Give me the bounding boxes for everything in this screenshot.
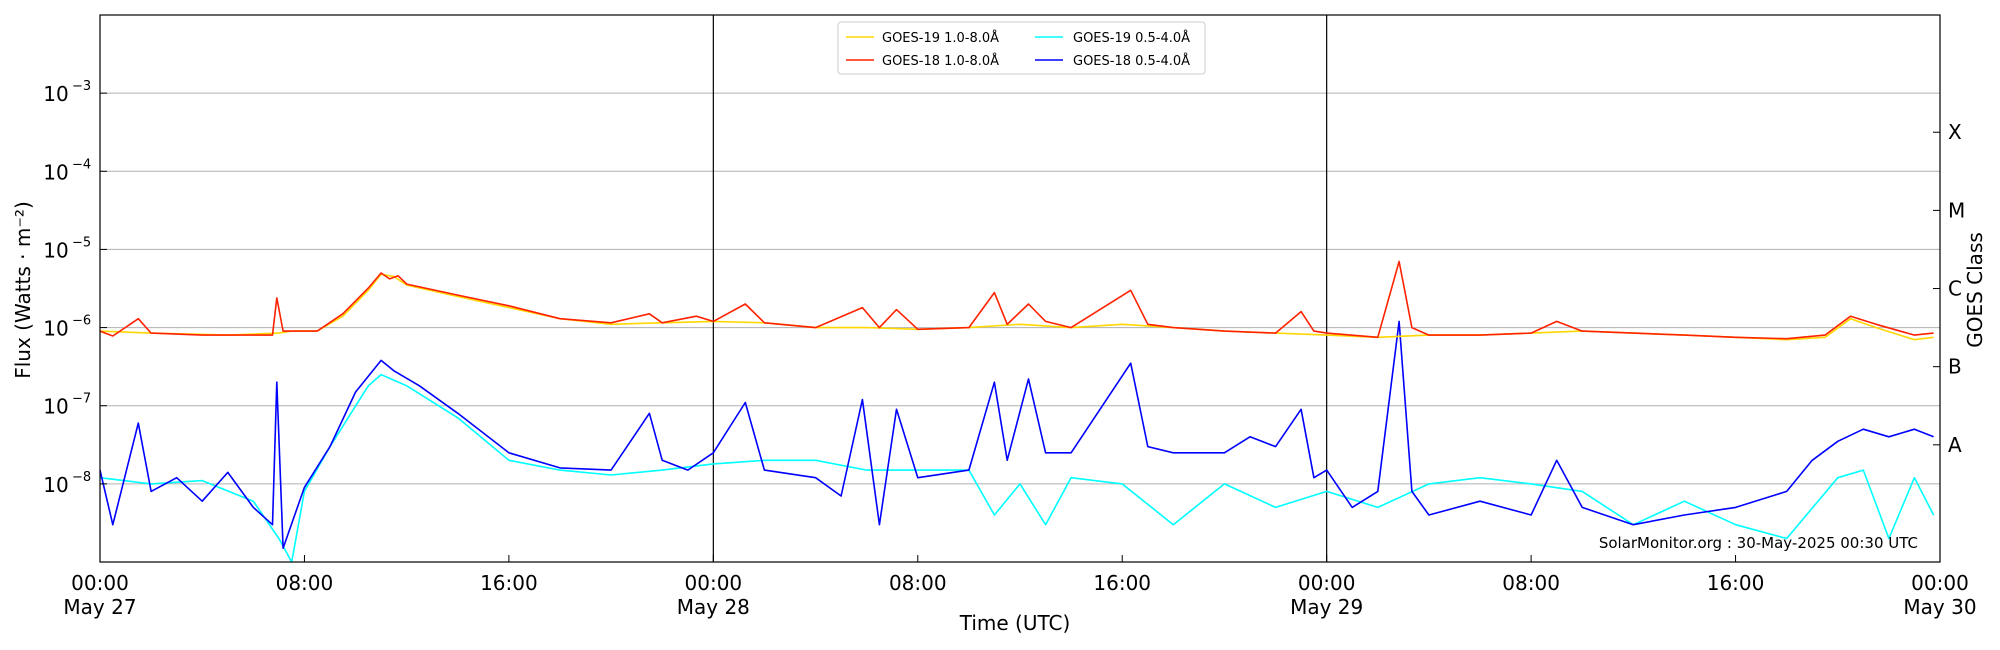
y-tick-exponent: −3 — [72, 79, 91, 94]
legend-label-3: GOES-18 0.5-4.0Å — [1073, 53, 1190, 69]
y-tick-exponent: −5 — [72, 235, 91, 250]
y-axis-label: Flux (Watts · m⁻²) — [11, 201, 35, 379]
legend-box — [837, 21, 1206, 75]
y-tick-label: 10 — [43, 82, 68, 106]
y-tick-label: 10 — [43, 238, 68, 262]
x-tick-label: 08:00 — [889, 571, 947, 595]
plot-frame — [99, 14, 1941, 563]
legend-label-2: GOES-19 0.5-4.0Å — [1073, 30, 1190, 46]
x-tick-label: 00:00 — [685, 571, 743, 595]
goes-class-label: M — [1948, 198, 1965, 222]
x-tick-label: 16:00 — [1093, 571, 1151, 595]
x-tick-date-label: May 29 — [1290, 595, 1363, 619]
y-tick-label: 10 — [43, 395, 68, 419]
x-tick-label: 16:00 — [1707, 571, 1765, 595]
goes-class-label: C — [1948, 277, 1962, 301]
x-tick-label: 00:00 — [1298, 571, 1356, 595]
x-tick-label: 00:00 — [1911, 571, 1969, 595]
legend-label-1: GOES-18 1.0-8.0Å — [882, 53, 999, 69]
x-axis-label: Time (UTC) — [959, 611, 1071, 635]
series-line-2 — [99, 373, 1935, 563]
grid-layer — [100, 15, 1940, 562]
goes-class-label: A — [1948, 433, 1962, 457]
series-layer — [99, 260, 1935, 563]
x-tick-label: 00:00 — [71, 571, 129, 595]
series-line-1 — [99, 260, 1934, 340]
y-tick-exponent: −7 — [72, 392, 91, 407]
goes-class-label: X — [1948, 120, 1962, 144]
y-tick-label: 10 — [43, 317, 68, 341]
y-tick-label: 10 — [43, 473, 68, 497]
x-tick-label: 08:00 — [1502, 571, 1560, 595]
x-tick-date-label: May 30 — [1903, 595, 1976, 619]
legend-label-0: GOES-19 1.0-8.0Å — [882, 30, 999, 46]
credit-text: SolarMonitor.org : 30-May-2025 00:30 UTC — [1599, 534, 1918, 552]
legend: GOES-19 1.0-8.0Å GOES-18 1.0-8.0Å GOES-1… — [837, 21, 1206, 75]
goes-class-label: B — [1948, 355, 1962, 379]
series-line-3 — [99, 320, 1934, 549]
y-tick-label: 10 — [43, 160, 68, 184]
x-tick-label: 08:00 — [276, 571, 334, 595]
series-line-0 — [99, 273, 1934, 341]
x-tick-date-label: May 28 — [677, 595, 750, 619]
y-tick-exponent: −8 — [72, 470, 91, 485]
goes-class-axis-label: GOES Class — [1963, 232, 1987, 348]
x-tick-label: 16:00 — [480, 571, 538, 595]
y-tick-exponent: −6 — [72, 314, 91, 329]
x-tick-date-label: May 27 — [63, 595, 136, 619]
y-tick-exponent: −4 — [72, 157, 91, 172]
